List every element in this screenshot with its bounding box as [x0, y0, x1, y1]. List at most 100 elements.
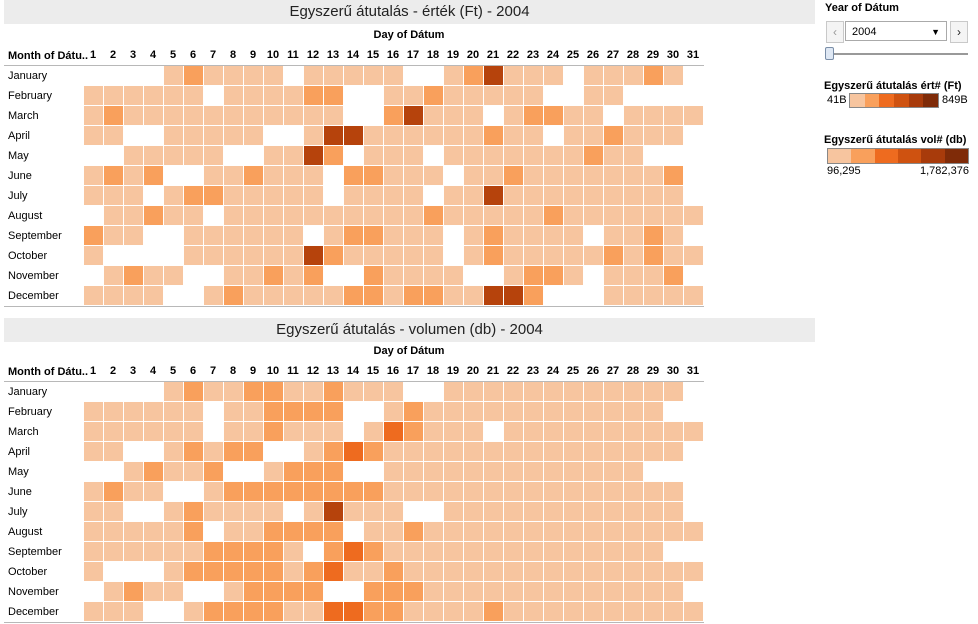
heatmap-cell[interactable]	[224, 442, 243, 461]
heatmap-cell[interactable]	[304, 442, 323, 461]
heatmap-cell[interactable]	[544, 542, 563, 561]
heatmap-cell[interactable]	[404, 602, 423, 621]
heatmap-cell[interactable]	[484, 66, 503, 85]
heatmap-cell[interactable]	[564, 502, 583, 521]
heatmap-cell[interactable]	[624, 266, 643, 285]
heatmap-cell[interactable]	[504, 482, 523, 501]
heatmap-cell[interactable]	[684, 106, 703, 125]
heatmap-cell[interactable]	[464, 106, 483, 125]
heatmap-cell[interactable]	[364, 582, 383, 601]
heatmap-cell[interactable]	[364, 602, 383, 621]
heatmap-cell[interactable]	[464, 382, 483, 401]
heatmap-cell[interactable]	[564, 442, 583, 461]
heatmap-cell[interactable]	[264, 602, 283, 621]
year-slider-track[interactable]	[828, 53, 968, 55]
heatmap-cell[interactable]	[464, 246, 483, 265]
heatmap-cell[interactable]	[124, 482, 143, 501]
heatmap-cell[interactable]	[424, 286, 443, 305]
heatmap-cell[interactable]	[544, 522, 563, 541]
heatmap-cell[interactable]	[444, 106, 463, 125]
heatmap-cell[interactable]	[324, 602, 343, 621]
heatmap-cell[interactable]	[284, 206, 303, 225]
heatmap-cell[interactable]	[364, 542, 383, 561]
heatmap-cell[interactable]	[484, 462, 503, 481]
heatmap-cell[interactable]	[264, 86, 283, 105]
heatmap-cell[interactable]	[184, 562, 203, 581]
heatmap-cell[interactable]	[204, 442, 223, 461]
heatmap-cell[interactable]	[184, 542, 203, 561]
heatmap-cell[interactable]	[84, 602, 103, 621]
heatmap-cell[interactable]	[564, 562, 583, 581]
heatmap-cell[interactable]	[524, 66, 543, 85]
heatmap-cell[interactable]	[464, 602, 483, 621]
heatmap-cell[interactable]	[524, 602, 543, 621]
heatmap-cell[interactable]	[584, 542, 603, 561]
heatmap-cell[interactable]	[444, 382, 463, 401]
heatmap-cell[interactable]	[304, 186, 323, 205]
heatmap-cell[interactable]	[504, 66, 523, 85]
heatmap-cell[interactable]	[124, 186, 143, 205]
heatmap-cell[interactable]	[664, 166, 683, 185]
heatmap-cell[interactable]	[364, 186, 383, 205]
heatmap-cell[interactable]	[384, 286, 403, 305]
heatmap-cell[interactable]	[84, 286, 103, 305]
heatmap-cell[interactable]	[224, 422, 243, 441]
heatmap-cell[interactable]	[464, 186, 483, 205]
heatmap-cell[interactable]	[544, 246, 563, 265]
heatmap-cell[interactable]	[424, 542, 443, 561]
heatmap-cell[interactable]	[124, 106, 143, 125]
heatmap-cell[interactable]	[404, 86, 423, 105]
heatmap-cell[interactable]	[144, 482, 163, 501]
heatmap-cell[interactable]	[424, 246, 443, 265]
heatmap-cell[interactable]	[424, 106, 443, 125]
heatmap-cell[interactable]	[164, 502, 183, 521]
heatmap-cell[interactable]	[504, 602, 523, 621]
heatmap-cell[interactable]	[104, 166, 123, 185]
heatmap-cell[interactable]	[144, 146, 163, 165]
heatmap-cell[interactable]	[224, 106, 243, 125]
heatmap-cell[interactable]	[584, 422, 603, 441]
heatmap-cell[interactable]	[524, 522, 543, 541]
heatmap-cell[interactable]	[404, 106, 423, 125]
heatmap-cell[interactable]	[84, 482, 103, 501]
heatmap-cell[interactable]	[644, 482, 663, 501]
heatmap-cell[interactable]	[444, 542, 463, 561]
heatmap-cell[interactable]	[284, 582, 303, 601]
heatmap-cell[interactable]	[284, 106, 303, 125]
heatmap-cell[interactable]	[104, 402, 123, 421]
heatmap-cell[interactable]	[244, 166, 263, 185]
heatmap-cell[interactable]	[624, 522, 643, 541]
heatmap-cell[interactable]	[664, 562, 683, 581]
heatmap-cell[interactable]	[404, 166, 423, 185]
heatmap-cell[interactable]	[564, 106, 583, 125]
heatmap-cell[interactable]	[664, 226, 683, 245]
heatmap-cell[interactable]	[224, 542, 243, 561]
heatmap-cell[interactable]	[224, 382, 243, 401]
heatmap-cell[interactable]	[124, 146, 143, 165]
previous-year-button[interactable]: ‹	[826, 21, 844, 43]
heatmap-cell[interactable]	[204, 146, 223, 165]
heatmap-cell[interactable]	[584, 482, 603, 501]
heatmap-cell[interactable]	[304, 422, 323, 441]
heatmap-cell[interactable]	[424, 226, 443, 245]
heatmap-cell[interactable]	[564, 542, 583, 561]
heatmap-cell[interactable]	[284, 266, 303, 285]
heatmap-cell[interactable]	[384, 382, 403, 401]
heatmap-cell[interactable]	[524, 186, 543, 205]
heatmap-cell[interactable]	[404, 266, 423, 285]
heatmap-cell[interactable]	[164, 382, 183, 401]
heatmap-cell[interactable]	[504, 382, 523, 401]
heatmap-cell[interactable]	[304, 166, 323, 185]
heatmap-cell[interactable]	[224, 402, 243, 421]
heatmap-cell[interactable]	[244, 186, 263, 205]
heatmap-cell[interactable]	[404, 542, 423, 561]
heatmap-cell[interactable]	[384, 266, 403, 285]
heatmap-cell[interactable]	[404, 402, 423, 421]
heatmap-cell[interactable]	[304, 402, 323, 421]
heatmap-cell[interactable]	[284, 186, 303, 205]
heatmap-cell[interactable]	[424, 562, 443, 581]
heatmap-cell[interactable]	[604, 186, 623, 205]
heatmap-cell[interactable]	[284, 86, 303, 105]
heatmap-cell[interactable]	[664, 582, 683, 601]
heatmap-cell[interactable]	[544, 266, 563, 285]
